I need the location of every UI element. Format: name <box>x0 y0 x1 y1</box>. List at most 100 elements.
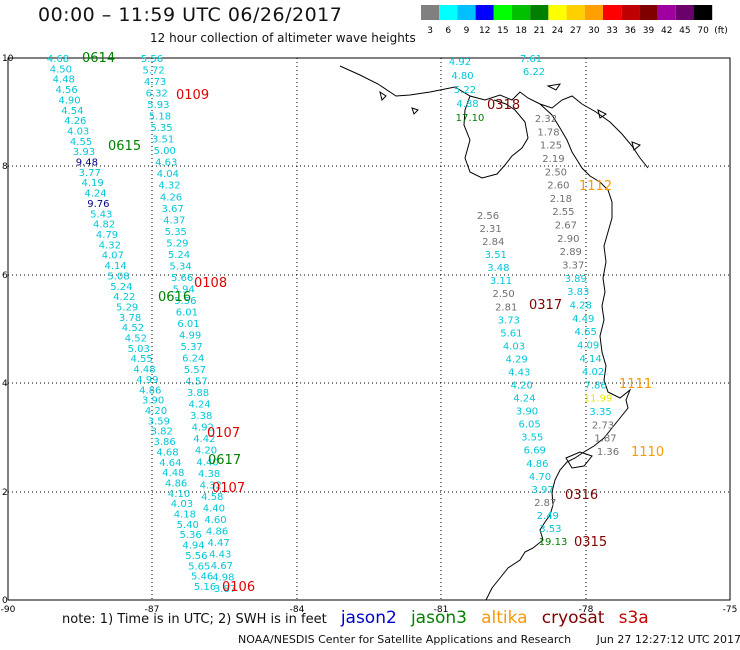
wave-height-value: 3.86 <box>154 437 176 448</box>
wave-height-value: 2.19 <box>542 154 564 165</box>
colorbar-swatch <box>603 5 622 20</box>
wave-height-value: 5.93 <box>147 100 169 111</box>
wave-height-value: 1.25 <box>540 141 562 152</box>
wave-height-value: 5.94 <box>173 284 195 295</box>
wave-height-colorbar: 3 6 9 12 15 18 21 24 27 30 33 36 39 42 45 70 (ft) <box>421 5 728 36</box>
wave-height-value: 4.09 <box>577 340 599 351</box>
colorbar-tick-label: 24 <box>552 26 564 36</box>
wave-height-value: 6.24 <box>182 354 204 365</box>
wave-height-value: 3.51 <box>485 250 507 261</box>
colorbar-swatch <box>657 5 676 20</box>
wave-height-value: 6.69 <box>524 446 546 457</box>
wave-height-value: 3.78 <box>119 313 141 324</box>
wave-height-value: 4.43 <box>209 549 231 560</box>
wave-height-value: 3.35 <box>589 407 611 418</box>
legend-s3a: s3a <box>618 608 649 628</box>
lon-tick-label: -75 <box>723 605 738 615</box>
wave-height-value: 2.60 <box>547 181 569 192</box>
pass-time-label: 0614 <box>82 51 115 66</box>
wave-height-value: 4.60 <box>204 515 226 526</box>
wave-height-value: 4.55 <box>70 137 92 148</box>
legend-cryosat: cryosat <box>541 608 605 628</box>
wave-height-value: 4.48 <box>162 468 184 479</box>
lat-tick-label: 6 <box>2 271 8 281</box>
colorbar-tick-label: 27 <box>570 26 581 36</box>
colorbar-tick-label: 3 <box>427 26 433 36</box>
colorbar-swatch <box>475 5 494 20</box>
colorbar-tick-label: 36 <box>625 26 637 36</box>
wave-height-tracks: 4.684.504.484.564.904.544.264.034.553.93… <box>47 54 619 595</box>
wave-height-value: 2.90 <box>557 234 579 245</box>
colorbar-swatch <box>621 5 640 20</box>
wave-height-value: 4.52 <box>125 334 147 345</box>
pass-time-label: 1110 <box>631 445 664 460</box>
wave-height-value: 3.59 <box>148 416 170 427</box>
wave-height-value: 5.37 <box>181 342 203 353</box>
wave-height-value: 4.32 <box>200 480 222 491</box>
pass-time-label: 0617 <box>208 453 241 468</box>
wave-height-value: 4.32 <box>99 240 121 251</box>
wave-height-value: 3.87 <box>214 584 236 595</box>
wave-height-value: 4.56 <box>56 85 78 96</box>
pass-time-label: 0315 <box>574 535 607 550</box>
wave-height-value: 5.72 <box>142 66 164 77</box>
wave-height-value: 9.48 <box>76 158 98 169</box>
wave-height-value: 3.90 <box>516 407 538 418</box>
wave-height-value: 4.80 <box>451 71 473 82</box>
lat-tick-label: 4 <box>2 379 8 389</box>
colorbar-tick-label: 15 <box>497 26 508 36</box>
wave-height-value: 4.14 <box>580 354 602 365</box>
wave-height-value: 4.86 <box>139 385 161 396</box>
wave-height-value: 5.29 <box>116 302 138 313</box>
wave-height-value: 5.18 <box>149 112 171 123</box>
wave-height-value: 3.73 <box>498 315 520 326</box>
wave-height-value: 11.99 <box>584 394 613 405</box>
wave-height-value: 3.89 <box>565 274 587 285</box>
wave-height-value: 3.90 <box>142 396 164 407</box>
colorbar-tick-label: 45 <box>679 26 690 36</box>
wave-height-value: 5.56 <box>141 54 163 65</box>
lat-tick-label: 10 <box>2 54 14 64</box>
colorbar-swatch <box>457 5 476 20</box>
colorbar-tick-label: 70 <box>697 26 709 36</box>
wave-height-value: 6.01 <box>176 307 198 318</box>
wave-height-value: 4.55 <box>130 354 152 365</box>
map-subtitle: 12 hour collection of altimeter wave hei… <box>150 31 416 45</box>
pass-time-label: 0107 <box>212 481 245 496</box>
wave-height-value: 4.52 <box>122 323 144 334</box>
wave-height-value: 1.87 <box>594 434 616 445</box>
wave-height-value: 4.03 <box>171 499 193 510</box>
colorbar-swatch <box>675 5 694 20</box>
wave-height-value: 5.66 <box>171 273 193 284</box>
wave-height-value: 4.48 <box>133 365 155 376</box>
wave-height-value: 7.61 <box>520 54 542 65</box>
wave-height-value: 4.43 <box>508 367 530 378</box>
axis-labels: -90 -87 -84 -81 -78 -75 10 8 6 4 2 0 <box>1 54 738 615</box>
wave-height-value: 4.03 <box>67 126 89 137</box>
wave-height-value: 4.67 <box>211 561 233 572</box>
wave-height-value: 4.07 <box>102 251 124 262</box>
wave-height-value: 1.78 <box>537 127 559 138</box>
wave-height-value: 4.82 <box>93 220 115 231</box>
colorbar-tick-label: 12 <box>479 26 490 36</box>
wave-height-value: 4.68 <box>156 447 178 458</box>
wave-height-value: 5.46 <box>191 572 213 583</box>
wave-height-value: 3.38 <box>190 411 212 422</box>
wave-height-value: 4.63 <box>155 158 177 169</box>
wave-height-value: 4.99 <box>179 331 201 342</box>
wave-height-value: 2.50 <box>545 167 567 178</box>
wave-height-value: 4.73 <box>144 77 166 88</box>
footer-credit: NOAA/NESDIS Center for Satellite Applica… <box>238 633 572 646</box>
wave-height-value: 9.76 <box>87 199 109 210</box>
legend-altika: altika <box>481 608 528 628</box>
wave-height-value: 4.48 <box>53 75 75 86</box>
wave-height-value: 5.16 <box>194 582 216 593</box>
wave-height-value: 5.40 <box>177 520 199 531</box>
footer-timestamp: Jun 27 12:27:12 UTC 2017 <box>596 633 740 646</box>
legend-jason3: jason3 <box>410 608 467 628</box>
wave-height-value: 5.65 <box>188 561 210 572</box>
wave-height-value: 3.53 <box>539 524 561 535</box>
wave-height-value: 4.04 <box>157 169 179 180</box>
